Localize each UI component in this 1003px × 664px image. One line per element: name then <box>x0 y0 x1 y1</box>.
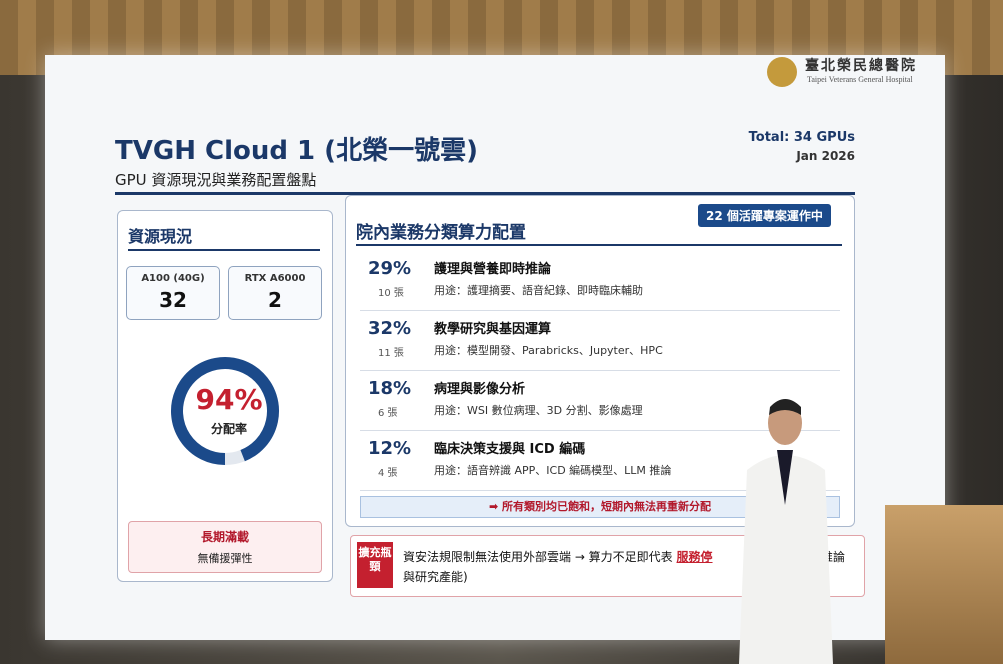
logo-mark <box>767 57 797 87</box>
bottleneck-main: 資安法規限制無法使用外部雲端 → 算力不足即代表 <box>403 550 673 564</box>
gpu-name: A100 (40G) <box>127 273 219 284</box>
warning-text: 無備援彈性 <box>129 550 321 566</box>
bottleneck-tag: 擴充瓶頸 <box>357 542 393 588</box>
gpu-count: 2 <box>229 288 321 312</box>
badge: 22 個活躍專案運作中 <box>698 204 831 227</box>
row-usage: 用途：模型開發、Parabricks、Jupyter、HPC <box>434 342 663 358</box>
row-usage: 用途：語音辨識 APP、ICD 編碼模型、LLM 推論 <box>434 462 671 478</box>
gpu-count: 32 <box>127 288 219 312</box>
row-percent: 32% <box>368 318 411 339</box>
row-usage: 用途：WSI 數位病理、3D 分割、影像處理 <box>434 402 643 418</box>
speaker <box>735 395 835 664</box>
subtitle: GPU 資源現況與業務配置盤點 <box>115 169 316 190</box>
title: TVGH Cloud 1 (北榮一號雲) <box>115 130 478 167</box>
row-name: 病理與影像分析 <box>434 378 525 397</box>
page: {"logo": {"name": "臺北榮民總醫院", "name_en": … <box>0 0 1003 664</box>
row-percent: 29% <box>368 258 411 279</box>
warning-title: 長期滿載 <box>129 528 321 545</box>
gpu-card: A100 (40G) 32 <box>126 266 220 320</box>
bottleneck-highlight: 服務停 <box>677 550 713 564</box>
row-percent: 18% <box>368 378 411 399</box>
warning-box: 長期滿載 無備援彈性 <box>128 521 322 573</box>
row-percent: 12% <box>368 438 411 459</box>
panel-heading: 資源現況 <box>128 223 192 247</box>
row-usage: 用途：護理摘要、語音紀錄、即時臨床輔助 <box>434 282 643 298</box>
resource-panel: 資源現況 A100 (40G) 32 RTX A6000 2 94% 分配率 長… <box>117 210 333 582</box>
panel-heading: 院內業務分類算力配置 <box>356 218 526 243</box>
allocation-row: 32% 11 張 教學研究與基因運算用途：模型開發、Parabricks、Jupyt… <box>360 312 840 371</box>
date: Jan 2026 <box>685 149 855 163</box>
row-name: 教學研究與基因運算 <box>434 318 551 337</box>
total: Total: 34 GPUs <box>685 130 855 145</box>
gauge-caption: 分配率 <box>211 421 247 436</box>
divider <box>356 244 842 246</box>
row-cards: 10 張 <box>378 284 404 299</box>
gpu-name: RTX A6000 <box>229 273 321 284</box>
bottleneck-text: 資安法規限制無法使用外部雲端 → 算力不足即代表 服務停 <box>403 548 713 565</box>
gpu-card: RTX A6000 2 <box>228 266 322 320</box>
gauge-value: 94% <box>195 383 262 416</box>
divider <box>128 249 320 251</box>
bottleneck-line2: 與研究產能) <box>403 568 468 585</box>
gauge: 94% 分配率 <box>165 351 285 471</box>
logo-name-en: Taipei Veterans General Hospital <box>807 75 913 84</box>
row-cards: 11 張 <box>378 344 404 359</box>
row-cards: 6 張 <box>378 404 398 419</box>
row-name: 護理與營養即時推論 <box>434 258 551 277</box>
logo-name: 臺北榮民總醫院 <box>805 55 917 75</box>
podium <box>885 505 1003 664</box>
allocation-row: 29% 10 張 護理與營養即時推論用途：護理摘要、語音紀錄、即時臨床輔助 <box>360 252 840 311</box>
row-cards: 4 張 <box>378 464 398 479</box>
row-name: 臨床決策支援與 ICD 編碼 <box>434 438 585 457</box>
